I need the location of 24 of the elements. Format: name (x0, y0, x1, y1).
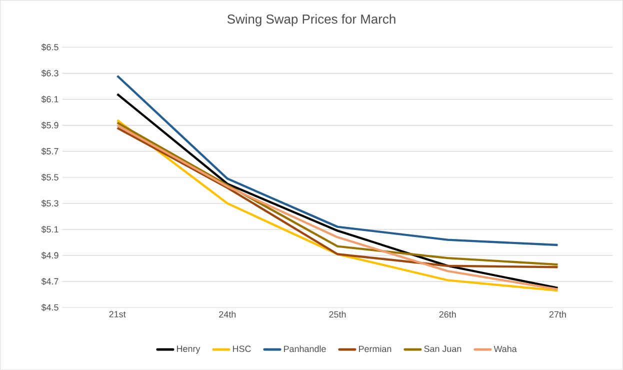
line-series (116, 74, 559, 246)
y-tick-label: $6.1 (41, 96, 58, 104)
y-tick-label: $5.7 (41, 148, 58, 156)
x-tick-label: 24th (219, 311, 236, 318)
y-tick-label: $4.7 (41, 278, 58, 286)
legend-label: HSC (233, 346, 251, 352)
y-tick-label: $4.5 (41, 304, 58, 312)
y-tick-label: $5.3 (41, 200, 58, 208)
x-tick-label: 26th (439, 311, 456, 318)
legend-label: San Juan (424, 346, 462, 352)
y-tick-label: $6.3 (41, 70, 58, 78)
y-tick-label: $6.5 (41, 44, 58, 52)
legend-label: Panhandle (284, 346, 326, 352)
x-tick-label: 27th (549, 311, 566, 318)
chart-title: Swing Swap Prices for March (227, 14, 396, 26)
y-tick-label: $4.9 (41, 252, 58, 260)
x-tick-label: 25th (329, 311, 346, 318)
legend-label: Permian (359, 346, 392, 352)
legend-label: Waha (494, 346, 517, 352)
y-tick-label: $5.9 (41, 122, 58, 130)
legend-label: Henry (177, 346, 200, 354)
y-tick-label: $5.5 (41, 174, 58, 182)
y-tick-label: $5.1 (41, 226, 58, 234)
x-tick-label: 21st (109, 311, 126, 318)
